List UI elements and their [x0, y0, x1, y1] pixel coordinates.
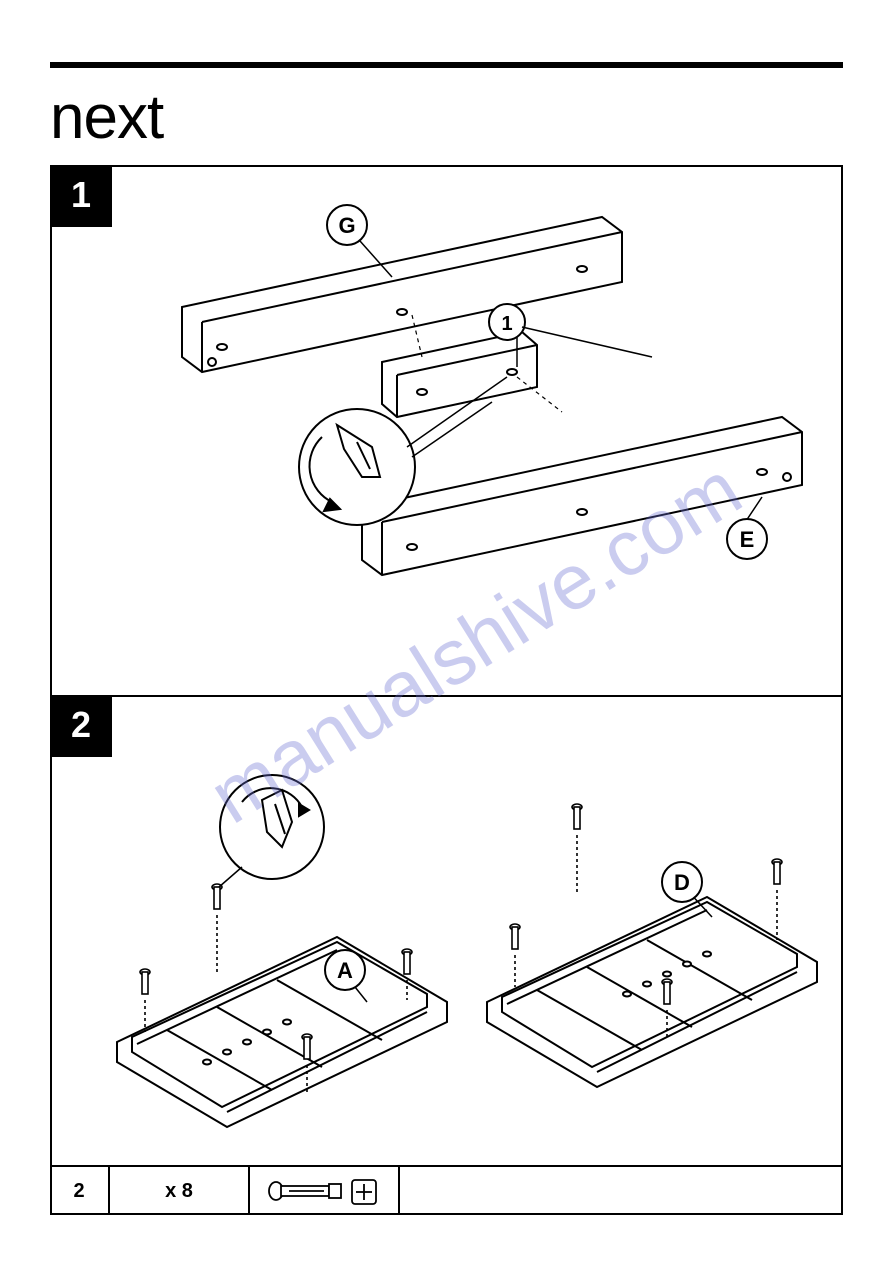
parts-strip-spacer	[400, 1167, 843, 1215]
callout-d-label: D	[674, 870, 690, 895]
parts-qty-cell: x 8	[110, 1167, 250, 1215]
brand-logo: next	[50, 82, 163, 153]
parts-strip: 2 x 8	[50, 1165, 843, 1215]
callout-e-label: E	[740, 527, 755, 552]
page: next 1 G	[0, 0, 893, 1263]
callout-1-label: 1	[501, 313, 512, 335]
callout-a-label: A	[337, 958, 353, 983]
step-number-box-1: 1	[50, 165, 112, 227]
cam-bolt-icon	[264, 1174, 384, 1208]
step1-figure: G 1	[122, 177, 822, 687]
step-divider	[52, 695, 841, 697]
step2-figure: A	[77, 712, 837, 1167]
top-rule	[50, 62, 843, 68]
parts-id-cell: 2	[50, 1167, 110, 1215]
callout-g-label: G	[338, 213, 355, 238]
parts-icon-cell	[250, 1167, 400, 1215]
main-frame: 1 G	[50, 165, 843, 1215]
